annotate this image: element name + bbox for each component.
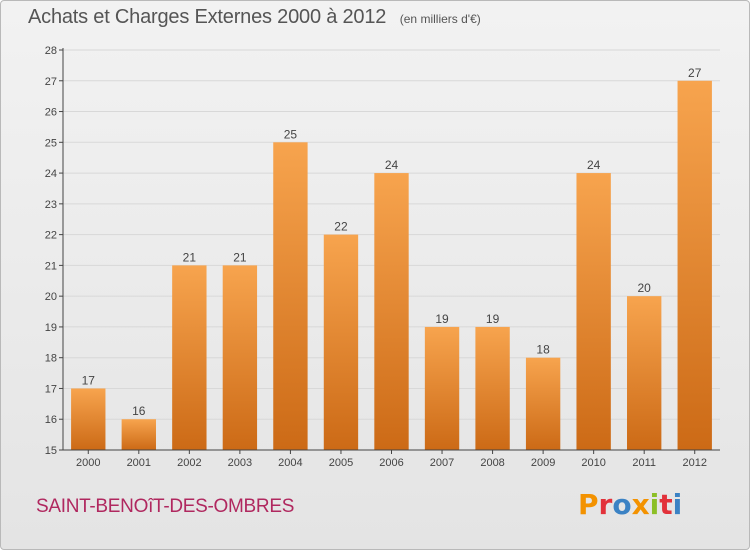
y-tick-label: 22 [45,230,57,242]
data-label: 18 [536,343,550,357]
data-labels: 17 16 21 21 25 22 24 19 19 18 24 20 27 [82,66,702,418]
data-label: 20 [638,281,652,295]
y-tick-label: 23 [45,199,57,211]
x-tick-label: 2005 [329,457,353,469]
bar-2002 [172,265,207,450]
data-label: 19 [435,312,449,326]
x-tick-label: 2009 [531,457,555,469]
y-tick-label: 20 [45,291,57,303]
y-tick-label: 16 [45,414,57,426]
bar-2007 [424,326,460,450]
data-label: 24 [385,158,399,172]
x-tick-label: 2002 [177,457,201,469]
logo-letter: x [631,488,650,521]
x-tick-label: 2003 [228,457,252,469]
y-tick-label: 15 [45,445,57,457]
logo-letter: i [649,488,660,521]
bar-2010 [576,173,611,451]
bar-2009 [525,357,561,450]
x-tick-label: 2004 [278,457,302,469]
bar-2006 [374,173,409,451]
logo-letter: r [598,488,613,521]
chart-unit: (en milliers d'€) [399,12,481,26]
data-label: 25 [284,127,298,141]
logo-letter: P [578,488,599,521]
y-tick-label: 17 [45,383,57,395]
proxiti-logo: Proxiti [578,488,682,521]
logo-letter: t [659,488,673,521]
x-tick-label: 2000 [76,457,100,469]
bar-2003 [222,265,258,450]
y-tick-label: 19 [45,322,57,334]
data-label: 16 [132,404,146,418]
axes: 15 16 17 18 19 20 21 22 23 24 25 26 27 28 2000 2001 2002… [45,45,720,469]
commune-name: SAINT-BENOîT-DES-OMBRES [36,496,295,517]
data-label: 27 [688,66,702,80]
y-tick-label: 25 [45,137,57,149]
bar-2008 [475,326,510,450]
logo-letter: i [672,488,683,521]
chart-title: Achats et Charges Externes 2000 à 2012 (… [28,6,481,29]
data-label: 21 [233,250,247,264]
bars [71,80,712,451]
x-tick-label: 2007 [430,457,454,469]
y-tick-label: 21 [45,260,57,272]
y-tick-label: 27 [45,76,57,88]
y-tick-label: 26 [45,107,57,119]
x-tick-label: 2010 [581,457,605,469]
x-tick-label: 2008 [480,457,504,469]
bar-2001 [121,419,156,450]
y-tick-label: 18 [45,353,57,365]
data-label: 21 [183,250,197,264]
data-label: 19 [486,312,500,326]
y-tick-label: 28 [45,45,57,57]
logo-letter: o [612,488,632,521]
bar-2005 [323,234,359,450]
data-label: 17 [82,373,96,387]
data-label: 24 [587,158,601,172]
x-tick-label: 2011 [632,457,656,469]
chart-title-text: Achats et Charges Externes 2000 à 2012 [28,6,387,28]
x-tick-label: 2012 [682,457,706,469]
bar-2000 [71,388,106,450]
bar-2004 [273,142,308,451]
bar-2011 [627,296,662,450]
y-tick-label: 24 [45,168,57,180]
bar-2012 [677,80,712,451]
x-tick-label: 2001 [127,457,151,469]
x-tick-label: 2006 [379,457,403,469]
data-label: 22 [334,220,348,234]
